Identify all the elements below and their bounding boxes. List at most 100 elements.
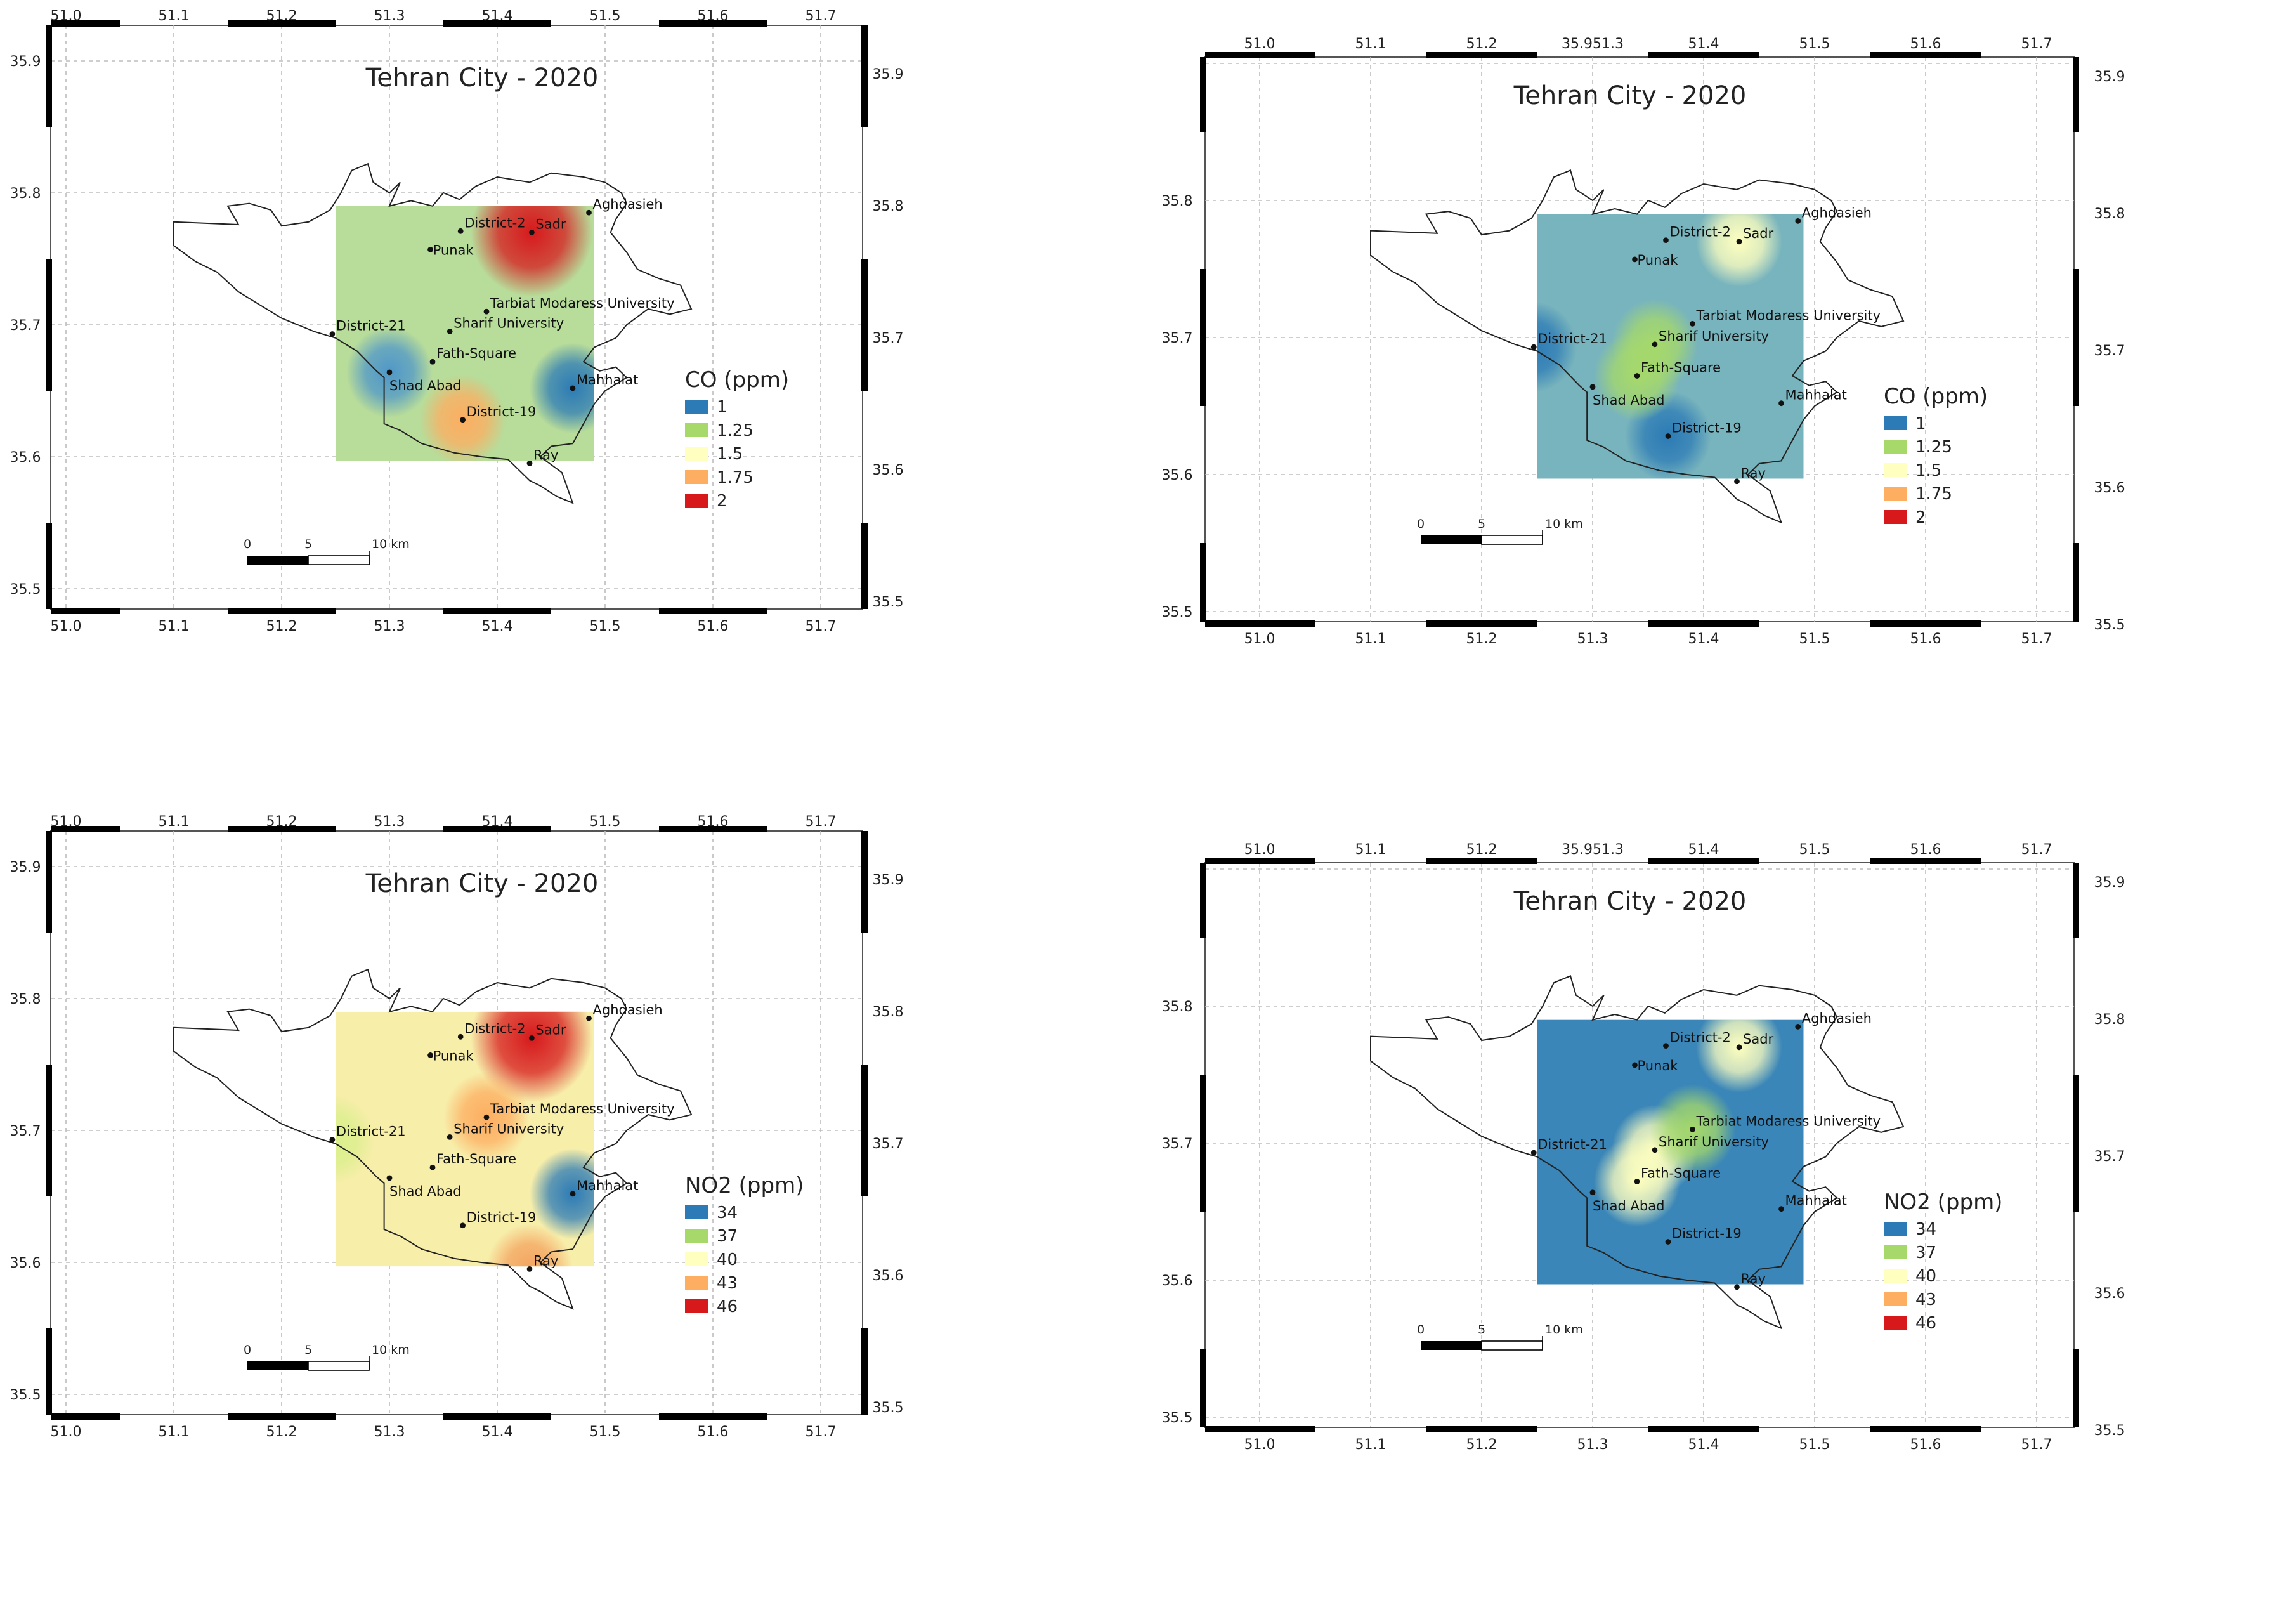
tick-label-top: 51.2 bbox=[1466, 36, 1497, 52]
legend-label: 46 bbox=[717, 1297, 738, 1316]
scale-label: 10 km bbox=[1545, 517, 1583, 531]
legend-swatch bbox=[1884, 463, 1907, 477]
station-marker bbox=[1795, 1024, 1801, 1030]
station-label: Sharif University bbox=[1659, 1134, 1769, 1150]
tick-label-bottom: 51.0 bbox=[51, 619, 82, 634]
station-label: Tarbiat Modaress University bbox=[490, 1101, 675, 1117]
scale-label: 10 km bbox=[1545, 1323, 1583, 1337]
station-marker bbox=[386, 1175, 393, 1181]
border-seg-right bbox=[2073, 543, 2079, 622]
station-marker bbox=[1690, 1127, 1695, 1132]
station-label: Ray bbox=[1741, 1271, 1766, 1287]
station-marker bbox=[483, 1114, 490, 1120]
station-marker bbox=[1589, 1189, 1596, 1196]
scale-bar: 0 5 10 km bbox=[244, 537, 410, 565]
station-label: Tarbiat Modaress University bbox=[490, 296, 675, 311]
border-seg-right bbox=[2073, 269, 2079, 406]
station-label: Sharif University bbox=[453, 315, 564, 331]
tick-label-left: 35.7 bbox=[10, 318, 41, 334]
scale-bar: 0 5 10 km bbox=[1417, 517, 1583, 545]
tick-label-left: 35.7 bbox=[1162, 331, 1193, 346]
tick-label-bottom: 51.7 bbox=[2021, 1437, 2052, 1453]
legend-title: CO (ppm) bbox=[1884, 384, 1988, 409]
tick-label-bottom: 51.4 bbox=[1688, 631, 1719, 647]
border-seg-top bbox=[443, 20, 551, 27]
tick-label-top: 51.2 bbox=[1466, 842, 1497, 858]
station-marker bbox=[329, 331, 336, 337]
border-seg-bottom bbox=[1648, 620, 1759, 627]
station-label: District-2 bbox=[1670, 225, 1731, 240]
border-seg-right bbox=[2073, 1349, 2079, 1427]
tick-label-bottom: 51.2 bbox=[1466, 1437, 1497, 1453]
tick-label-top: 51.1 bbox=[1355, 842, 1386, 858]
station-marker bbox=[1634, 1179, 1640, 1184]
station-marker bbox=[1736, 1044, 1742, 1051]
scale-seg-black bbox=[1421, 1341, 1482, 1350]
tick-label-right: 35.5 bbox=[873, 1400, 904, 1416]
station-label: Sadr bbox=[1743, 226, 1774, 241]
hotspot-district-21 bbox=[336, 1094, 375, 1185]
border-seg-left bbox=[1200, 57, 1206, 132]
legend-swatch bbox=[685, 423, 708, 437]
tick-label-bottom: 51.0 bbox=[1244, 631, 1275, 647]
station-marker bbox=[447, 329, 453, 334]
stations: Aghdasieh District-2 Sadr Punak Tarbiat Moda… bbox=[329, 197, 675, 466]
border-seg-bottom bbox=[228, 608, 336, 614]
station-label: Fath-Square bbox=[436, 346, 516, 361]
border-seg-right bbox=[861, 1328, 868, 1415]
legend-swatch bbox=[1884, 1316, 1907, 1330]
legend-title: NO2 (ppm) bbox=[685, 1173, 804, 1198]
legend-label: 37 bbox=[1915, 1243, 1936, 1262]
scale-label: 5 bbox=[1478, 517, 1485, 531]
tick-label-right: 35.7 bbox=[873, 331, 904, 346]
legend-label: 40 bbox=[1915, 1267, 1936, 1286]
tick-label-bottom: 51.5 bbox=[590, 619, 621, 634]
border-seg-top bbox=[659, 20, 767, 27]
border-seg-top bbox=[1426, 858, 1537, 864]
hotspot-ray bbox=[486, 1224, 573, 1267]
legend-label: 1 bbox=[717, 398, 727, 417]
border-seg-left bbox=[1200, 1349, 1206, 1427]
border-seg-bottom bbox=[443, 1413, 551, 1420]
tick-label-right: 35.8 bbox=[873, 1004, 904, 1020]
legend-swatch bbox=[1884, 440, 1907, 454]
legend-title: NO2 (ppm) bbox=[1884, 1189, 2002, 1215]
tick-label-bottom: 51.5 bbox=[1799, 631, 1830, 647]
tick-label-bottom: 51.4 bbox=[1688, 1437, 1719, 1453]
border-seg-bottom bbox=[1205, 620, 1315, 627]
border-seg-top bbox=[1870, 858, 1981, 864]
scale-label: 10 km bbox=[372, 537, 410, 551]
tick-label-bottom: 51.2 bbox=[266, 1424, 297, 1440]
tick-label-top: 35.951.3 bbox=[1562, 842, 1624, 858]
tick-label-bottom: 51.7 bbox=[2021, 631, 2052, 647]
station-label: Fath-Square bbox=[436, 1151, 516, 1167]
station-marker bbox=[586, 1015, 592, 1021]
station-label: District-19 bbox=[467, 404, 537, 419]
scale-label: 5 bbox=[304, 1343, 312, 1357]
border-seg-left bbox=[46, 1065, 52, 1196]
station-marker bbox=[1632, 256, 1638, 263]
border-seg-top bbox=[228, 826, 336, 832]
legend-label: 1 bbox=[1915, 414, 1926, 433]
map-panel-4: 51.0 51.1 51.2 35.951.3 51.4 51.5 51.6 51.751.0… bbox=[1162, 842, 2125, 1453]
station-marker bbox=[1795, 218, 1801, 224]
station-marker bbox=[526, 461, 533, 466]
legend-label: 1.75 bbox=[1915, 485, 1952, 504]
legend-label: 37 bbox=[717, 1227, 738, 1246]
tick-label-bottom: 51.3 bbox=[374, 619, 405, 634]
station-label: Punak bbox=[1638, 252, 1679, 268]
legend-label: 2 bbox=[717, 492, 727, 511]
tick-label-top: 51.0 bbox=[1244, 842, 1275, 858]
tick-label-bottom: 51.0 bbox=[1244, 1437, 1275, 1453]
hotspot-mahhalat bbox=[530, 343, 594, 434]
tick-label-right: 35.9 bbox=[873, 872, 904, 888]
tick-label-left: 35.7 bbox=[1162, 1136, 1193, 1152]
tick-label-top: 51.6 bbox=[698, 814, 729, 830]
station-marker bbox=[1734, 1284, 1740, 1290]
border-seg-left bbox=[46, 25, 52, 127]
legend: CO (ppm) 1 1.25 1.5 1.75 2 bbox=[1884, 384, 1988, 527]
legend: CO (ppm) 1 1.25 1.5 1.75 2 bbox=[685, 367, 789, 511]
tick-label-bottom: 51.1 bbox=[159, 619, 190, 634]
station-label: District-2 bbox=[464, 1021, 525, 1036]
tick-label-bottom: 51.5 bbox=[590, 1424, 621, 1440]
